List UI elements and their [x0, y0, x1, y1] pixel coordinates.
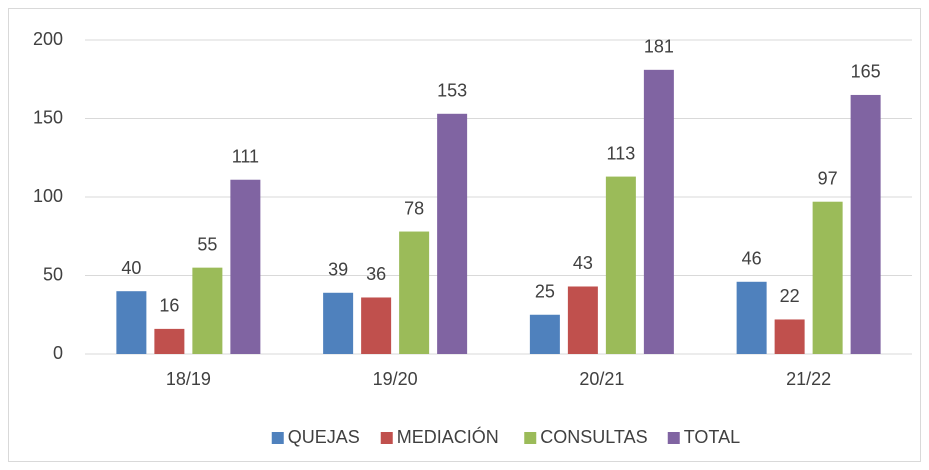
data-label: 78 — [404, 198, 424, 218]
data-label: 111 — [232, 146, 259, 166]
data-label: 36 — [366, 264, 386, 284]
x-tick-label: 21/22 — [786, 369, 831, 389]
data-label: 25 — [535, 282, 555, 302]
bar — [774, 319, 805, 354]
data-label: 22 — [780, 286, 800, 306]
y-tick-label: 150 — [33, 107, 63, 127]
bar — [116, 291, 147, 354]
bar — [399, 231, 430, 354]
bar — [529, 314, 560, 354]
bar — [736, 281, 767, 354]
bar — [437, 113, 468, 354]
legend-swatch — [380, 432, 393, 444]
bar — [643, 69, 674, 354]
data-label: 97 — [818, 168, 838, 188]
data-label: 181 — [644, 37, 674, 57]
legend-label: TOTAL — [684, 427, 740, 447]
legend-swatch — [667, 432, 680, 444]
data-label: 40 — [121, 258, 141, 278]
bar — [361, 297, 392, 354]
bar — [850, 94, 881, 354]
legend-label: CONSULTAS — [540, 427, 647, 447]
y-tick-label: 0 — [53, 343, 63, 363]
legend-label: QUEJAS — [288, 427, 360, 447]
bar — [230, 179, 261, 354]
legend-swatch — [524, 432, 537, 444]
bar — [812, 201, 843, 354]
bar — [192, 267, 223, 354]
data-label: 55 — [197, 234, 217, 254]
legend-label: MEDIACIÓN — [397, 426, 499, 447]
data-label: 16 — [159, 296, 179, 316]
data-label: 165 — [851, 62, 881, 82]
y-tick-label: 200 — [33, 29, 63, 49]
y-tick-label: 100 — [33, 186, 63, 206]
data-label: 113 — [607, 143, 636, 163]
data-label: 153 — [437, 81, 467, 101]
bar — [605, 176, 636, 354]
data-label: 43 — [573, 253, 593, 273]
x-tick-label: 19/20 — [373, 369, 418, 389]
data-label: 39 — [328, 260, 348, 280]
x-tick-label: 18/19 — [166, 369, 211, 389]
data-label: 46 — [742, 249, 762, 269]
bar — [567, 286, 598, 354]
bar — [154, 328, 185, 354]
x-tick-label: 20/21 — [579, 369, 624, 389]
legend-swatch — [271, 432, 284, 444]
bar — [323, 292, 354, 354]
y-tick-label: 50 — [43, 264, 63, 284]
